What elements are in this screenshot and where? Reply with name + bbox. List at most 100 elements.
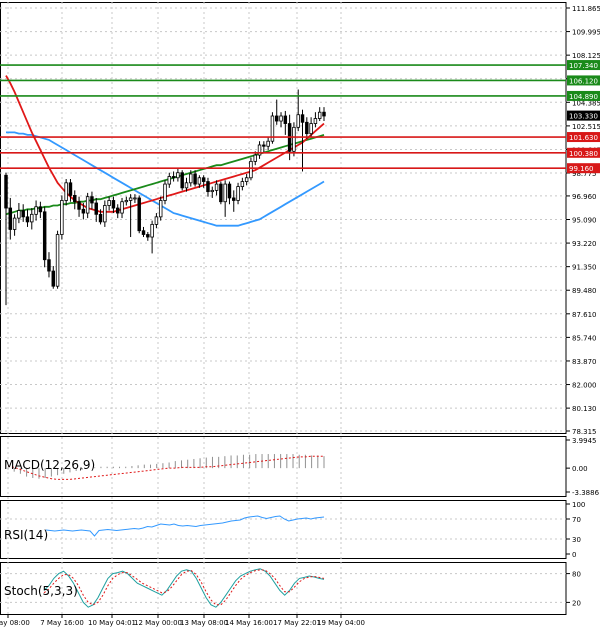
candle-bearish (4, 174, 8, 209)
candle-bullish (197, 177, 202, 185)
macd-axis-label: -3.3886 (572, 489, 600, 497)
price-axis-label: 111.865 (572, 5, 600, 13)
stoch-panel (43, 568, 325, 608)
macd-label: MACD(12,26,9) (4, 458, 95, 472)
candle-bearish (98, 213, 103, 223)
candle-bullish (266, 140, 270, 147)
panel-frame (0, 500, 567, 559)
time-axis-label: 13 May 08:00 (180, 619, 228, 627)
candle-bullish (150, 224, 154, 238)
price-axis-label: 83.870 (572, 358, 597, 366)
price-axis-label: 98.775 (572, 170, 597, 178)
panel-frame (0, 436, 567, 497)
stoch-d-line (43, 569, 325, 606)
candle-bullish (158, 200, 163, 218)
price-axis-label: 102.515 (572, 123, 600, 131)
candle-bullish (240, 181, 245, 187)
candle-bearish (227, 183, 232, 199)
price-level-label: 99.160 (569, 165, 594, 173)
price-level-tag (567, 132, 600, 143)
price-axis-label: 93.220 (572, 240, 597, 248)
candle-bullish (30, 213, 34, 223)
candle-bullish (55, 234, 60, 287)
rsi-panel (45, 515, 325, 537)
price-axis-label: 80.130 (572, 405, 597, 413)
candle-bullish (85, 196, 90, 214)
price-level-label: 100.380 (569, 150, 598, 158)
candle-bearish (77, 201, 81, 210)
time-axis-label: 6 May 08:00 (0, 619, 30, 627)
candle-bullish (236, 186, 240, 201)
time-axis-label: 19 May 04:00 (317, 619, 365, 627)
candle-bearish (305, 121, 309, 135)
candle-bullish (249, 160, 253, 179)
price-axis-label: 78.315 (572, 428, 597, 436)
candle-bullish (296, 114, 300, 128)
candle-bearish (68, 182, 73, 196)
rsi-axis-label: 0 (572, 551, 576, 559)
candle-bearish (219, 183, 223, 203)
candle-bearish (232, 197, 236, 201)
candle-bullish (107, 200, 111, 206)
candle-bearish (141, 230, 146, 235)
candle-bullish (223, 183, 227, 203)
candle-bearish (42, 211, 47, 261)
axes: 111.865109.995108.125106.255104.385102.5… (0, 5, 600, 627)
time-axis-label: 7 May 16:00 (40, 619, 84, 627)
candle-bearish (283, 115, 288, 124)
macd-signal-line (7, 455, 324, 480)
rsi-axis-label: 70 (572, 516, 581, 524)
current-price-label: 103.330 (569, 113, 598, 121)
candle-bullish (292, 126, 296, 152)
price-level-tag (567, 75, 600, 86)
candle-bullish (257, 144, 262, 156)
candle-bearish (171, 176, 176, 179)
price-axis-label: 104.385 (572, 99, 600, 107)
candle-bullish (120, 201, 124, 214)
current-price-tag (567, 110, 600, 121)
candle-bullish (64, 182, 68, 201)
candle-bearish (300, 114, 305, 123)
candle-bearish (25, 216, 30, 223)
candle-bearish (81, 208, 86, 214)
candle-bullish (60, 200, 64, 235)
candle-bearish (21, 210, 25, 218)
price-axis-label: 89.480 (572, 287, 597, 295)
candle-bullish (154, 216, 159, 225)
price-level-tag (567, 163, 600, 174)
candle-bearish (262, 144, 266, 147)
candle-bearish (94, 202, 98, 215)
macd-axis-label: 0.00 (572, 465, 588, 473)
stoch-axis-label: 20 (572, 599, 581, 607)
candle-bullish (189, 173, 193, 184)
time-axis-label: 12 May 00:00 (134, 619, 182, 627)
price-axis-label: 96.960 (572, 193, 597, 201)
stoch-axis-label: 80 (572, 571, 581, 579)
price-axis-label: 95.090 (572, 217, 597, 225)
candle-bullish (279, 115, 283, 122)
price-level-tag (567, 147, 600, 158)
rsi-axis-label: 30 (572, 536, 581, 544)
candle-bullish (167, 176, 172, 185)
price-axis-label: 82.000 (572, 382, 597, 390)
macd-axis-label: 3.9945 (572, 437, 597, 445)
candle-bearish (38, 206, 43, 213)
panel-frames (0, 2, 567, 615)
candle-bearish (193, 173, 197, 185)
rsi-axis-label: 100 (572, 501, 585, 509)
price-level-label: 101.630 (569, 134, 598, 142)
candle-bearish (115, 207, 120, 214)
grid-lines (0, 2, 566, 614)
ma-blue-line (6, 131, 325, 227)
time-axis-label: 10 May 04:01 (88, 619, 136, 627)
candle-bearish (51, 270, 56, 287)
stoch-label: Stoch(5,3,3) (4, 584, 78, 598)
candle-bearish (180, 172, 184, 189)
candle-bearish (146, 234, 150, 238)
price-level-tag (567, 90, 600, 101)
candle-bullish (184, 182, 189, 189)
price-axis-label: 108.125 (572, 52, 600, 60)
candle-bullish (210, 189, 215, 193)
price-level-label: 106.120 (569, 77, 598, 85)
